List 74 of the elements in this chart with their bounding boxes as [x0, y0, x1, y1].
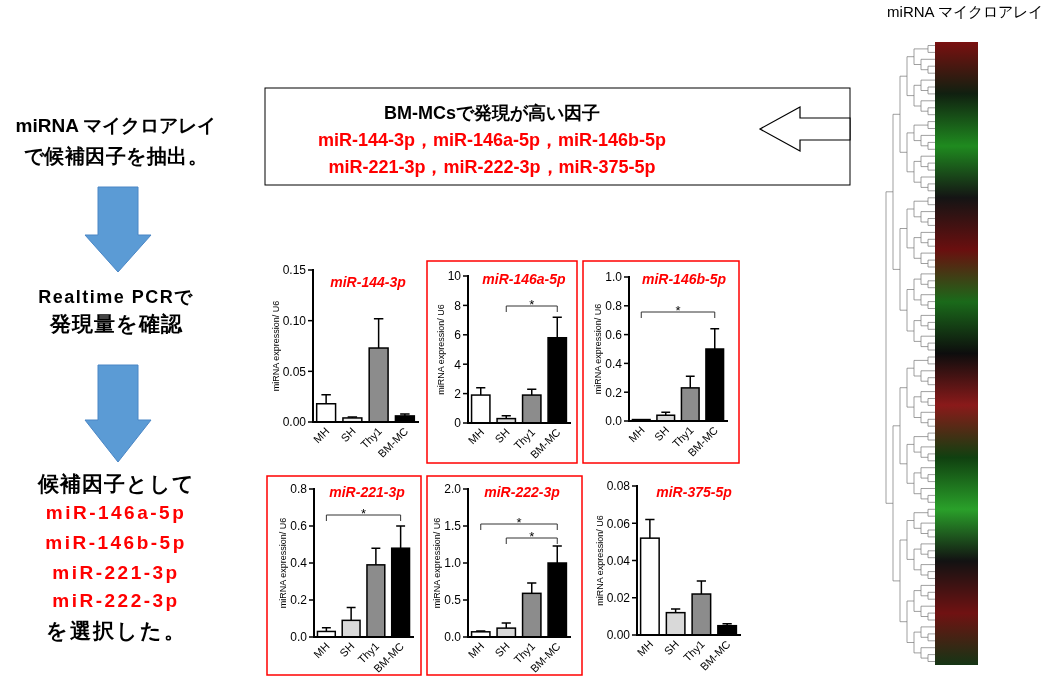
- annotation: miR-146a-5p: [45, 502, 187, 523]
- tick-label: 10: [447, 269, 461, 284]
- tick-label: 0.6: [605, 327, 622, 342]
- category-label: SH: [661, 637, 682, 658]
- axis-title: miRNA expression/ U6: [435, 304, 446, 395]
- annotation: miR-221-3p: [52, 562, 180, 583]
- annotation: miR-221-3p，miR-222-3p，miR-375-5p: [328, 157, 656, 177]
- title: miRNA マイクロアレイ: [887, 3, 1043, 20]
- tick-label: 0: [454, 416, 461, 431]
- title: miR-221-3p: [329, 484, 405, 500]
- tick-label: 0.05: [282, 364, 306, 379]
- axis-title: miRNA expression/ U6: [270, 300, 281, 392]
- annotation: Realtime PCRで: [38, 287, 194, 307]
- annotation: 候補因子として: [37, 472, 195, 495]
- tick-label: 0.8: [605, 299, 622, 314]
- tick-label: 0.5: [444, 593, 461, 608]
- tick-label: 0.10: [282, 313, 306, 328]
- annotation: miR-222-3p: [52, 590, 180, 611]
- tick-label: 0.0: [444, 630, 461, 645]
- tick-label: 0.6: [290, 519, 307, 534]
- tick-label: 0.4: [290, 556, 307, 571]
- tick-label: 0.00: [606, 628, 630, 643]
- tick-label: 0.00: [282, 415, 306, 430]
- category-label: SH: [492, 425, 512, 446]
- tick-label: 1.5: [444, 519, 461, 534]
- title: BM-MCsで発現が高い因子: [384, 103, 600, 123]
- annotation: *: [360, 506, 367, 521]
- axis-title: miRNA expression/ U6: [432, 517, 443, 609]
- category-label: MH: [465, 639, 487, 661]
- tick-label: 2: [454, 386, 461, 401]
- tick-label: 0.04: [606, 553, 630, 568]
- annotation: で候補因子を抽出。: [23, 145, 209, 167]
- tick-label: 0.2: [605, 385, 622, 400]
- category-label: SH: [651, 423, 672, 444]
- axis-title: miRNA expression/ U6: [278, 517, 289, 609]
- title: miR-146a-5p: [482, 271, 566, 287]
- tick-label: 0.0: [290, 630, 307, 645]
- category-label: SH: [337, 639, 357, 660]
- category-label: MH: [311, 639, 332, 661]
- tick-label: 0.15: [282, 263, 306, 278]
- annotation: miRNA マイクロアレイ: [15, 115, 217, 136]
- title: miR-144-3p: [330, 274, 406, 290]
- tick-label: 0.02: [606, 591, 630, 606]
- tick-label: 0.2: [290, 593, 307, 608]
- tick-label: 0.08: [606, 479, 630, 494]
- title: miR-146b-5p: [642, 271, 726, 287]
- tick-label: 1.0: [605, 270, 622, 285]
- annotation: *: [529, 529, 535, 544]
- tick-label: 2.0: [444, 482, 461, 497]
- tick-label: 0.4: [605, 356, 622, 371]
- annotation: miR-146b-5p: [45, 532, 187, 553]
- category-label: MH: [465, 425, 487, 447]
- category-label: SH: [492, 639, 512, 660]
- tick-label: 0.8: [290, 482, 307, 497]
- annotation: 発現量を確認: [49, 312, 183, 335]
- title: miR-222-3p: [484, 484, 560, 500]
- annotation: *: [529, 297, 535, 312]
- category-label: SH: [338, 424, 358, 445]
- title: miR-375-5p: [656, 484, 732, 500]
- tick-label: 1.0: [444, 556, 461, 571]
- category-label: MH: [310, 424, 332, 446]
- annotation: miR-144-3p，miR-146a-5p，miR-146b-5p: [317, 130, 667, 150]
- tick-label: 6: [454, 328, 461, 343]
- axis-title: miRNA expression/ U6: [593, 303, 604, 395]
- annotation: *: [675, 303, 681, 318]
- tick-label: 0.06: [606, 516, 630, 531]
- tick-label: 4: [454, 357, 461, 372]
- axis-title: miRNA expression/ U6: [594, 515, 605, 606]
- category-label: MH: [634, 637, 656, 659]
- annotation: *: [516, 515, 522, 530]
- annotation: を選択した。: [45, 619, 187, 642]
- tick-label: 8: [454, 298, 461, 313]
- category-label: MH: [626, 423, 647, 445]
- tick-label: 0.0: [605, 414, 622, 429]
